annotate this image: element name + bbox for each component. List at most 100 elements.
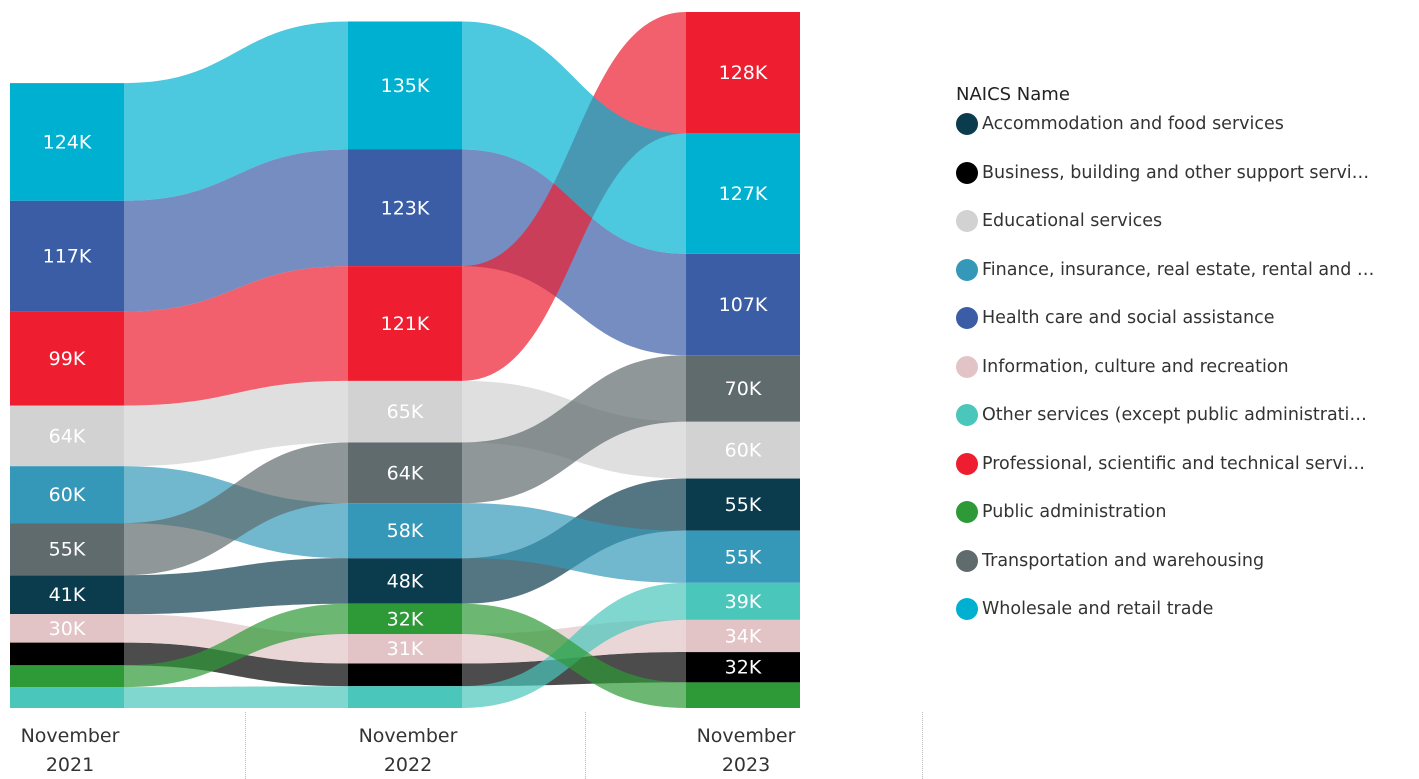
legend-label: Other services (except public administra… — [982, 405, 1367, 426]
ribbon — [124, 558, 348, 615]
data-label: 70K — [725, 378, 762, 400]
data-label: 99K — [49, 348, 86, 370]
legend-swatch — [956, 404, 978, 427]
legend-item: Accommodation and food services — [956, 100, 1374, 149]
column-segment — [10, 200, 124, 312]
column-segment — [686, 421, 800, 479]
column-segment — [686, 652, 800, 683]
separator — [245, 712, 246, 779]
column-segment — [348, 21, 462, 150]
legend-label: Professional, scientific and technical s… — [982, 453, 1366, 474]
column-segment — [348, 558, 462, 604]
legend-swatch — [956, 549, 978, 572]
column-segment — [10, 665, 124, 688]
column-segment — [686, 582, 800, 620]
data-label: 65K — [387, 401, 424, 423]
legend-item: Transportation and warehousing — [956, 537, 1374, 586]
separator — [922, 712, 923, 779]
data-label: 41K — [49, 584, 86, 606]
column-segment — [686, 478, 800, 531]
ribbon — [124, 380, 348, 467]
legend-label: Accommodation and food services — [982, 114, 1284, 135]
column-segment — [686, 133, 800, 254]
column-segment — [348, 686, 462, 708]
data-label: 121K — [381, 313, 430, 335]
x-tick-label: November 2022 — [358, 725, 458, 776]
data-label: 32K — [725, 657, 762, 679]
legend-swatch — [956, 210, 978, 233]
column-segment — [686, 12, 800, 134]
legend-swatch — [956, 113, 978, 136]
legend-label: Transportation and warehousing — [982, 550, 1265, 571]
column-segment — [10, 642, 124, 666]
data-label: 30K — [49, 618, 86, 640]
data-label: 55K — [49, 539, 86, 561]
column-segment — [348, 663, 462, 687]
legend-swatch — [956, 355, 978, 378]
ribbon — [462, 503, 686, 583]
ribbon — [124, 442, 348, 576]
data-label: 107K — [719, 294, 768, 316]
x-tick-label: November 2021 — [20, 725, 120, 776]
column-segment — [348, 634, 462, 664]
x-tick-label: November 2023 — [696, 725, 796, 776]
legend-swatch — [956, 161, 978, 184]
ribbon — [462, 355, 686, 504]
data-label: 124K — [43, 131, 92, 153]
data-label: 31K — [387, 638, 424, 660]
column-segment — [348, 503, 462, 559]
ribbon — [124, 642, 348, 687]
columns: 41K 48K 55K 32K 64K 65K 60K 60K 58K 55K 117K 123K 10… — [10, 12, 800, 708]
data-label: 60K — [49, 484, 86, 506]
data-label: 127K — [719, 183, 768, 205]
legend-item: Other services (except public administra… — [956, 391, 1374, 440]
column-segment — [348, 149, 462, 267]
column-segment — [348, 442, 462, 504]
legend-swatch — [956, 598, 978, 621]
legend-item: Educational services — [956, 197, 1374, 246]
data-label: 48K — [387, 570, 424, 592]
legend-item: Wholesale and retail trade — [956, 585, 1374, 634]
data-label: 117K — [43, 246, 92, 268]
ribbon — [462, 603, 686, 708]
ribbon — [124, 21, 348, 201]
column-segment — [348, 380, 462, 443]
legend-swatch — [956, 501, 978, 524]
column-segment — [10, 311, 124, 406]
column-segment — [686, 253, 800, 356]
legend-item: Finance, insurance, real estate, rental … — [956, 246, 1374, 295]
legend-item: Information, culture and recreation — [956, 343, 1374, 392]
data-label: 55K — [725, 546, 762, 568]
ribbon — [124, 686, 348, 708]
legend-label: Health care and social assistance — [982, 308, 1275, 329]
data-label: 135K — [381, 75, 430, 97]
legend-swatch — [956, 307, 978, 330]
column-segment — [10, 466, 124, 524]
legend-item: Business, building and other support ser… — [956, 149, 1374, 198]
column-segment — [686, 530, 800, 583]
legend-label: Wholesale and retail trade — [982, 599, 1214, 620]
legend-item: Health care and social assistance — [956, 294, 1374, 343]
column-segment — [10, 83, 124, 201]
data-label: 55K — [725, 494, 762, 516]
legend: NAICS Name Accommodation and food servic… — [956, 84, 1374, 646]
column-segment — [10, 575, 124, 615]
legend-item: Professional, scientific and technical s… — [956, 440, 1374, 489]
ribbon — [124, 603, 348, 688]
legend-label: Finance, insurance, real estate, rental … — [982, 259, 1375, 280]
legend-swatch — [956, 452, 978, 475]
column-segment — [10, 614, 124, 643]
column-segment — [348, 266, 462, 381]
ribbon — [124, 149, 348, 312]
data-label: 64K — [49, 425, 86, 447]
legend-swatch — [956, 258, 978, 281]
legend-item: Public administration — [956, 488, 1374, 537]
data-label: 64K — [387, 462, 424, 484]
legend-label: Educational services — [982, 211, 1163, 232]
legend-title: NAICS Name — [956, 84, 1070, 105]
data-label: 32K — [387, 608, 424, 630]
separator — [585, 712, 586, 779]
data-label: 58K — [387, 520, 424, 542]
legend-label: Public administration — [982, 502, 1167, 523]
